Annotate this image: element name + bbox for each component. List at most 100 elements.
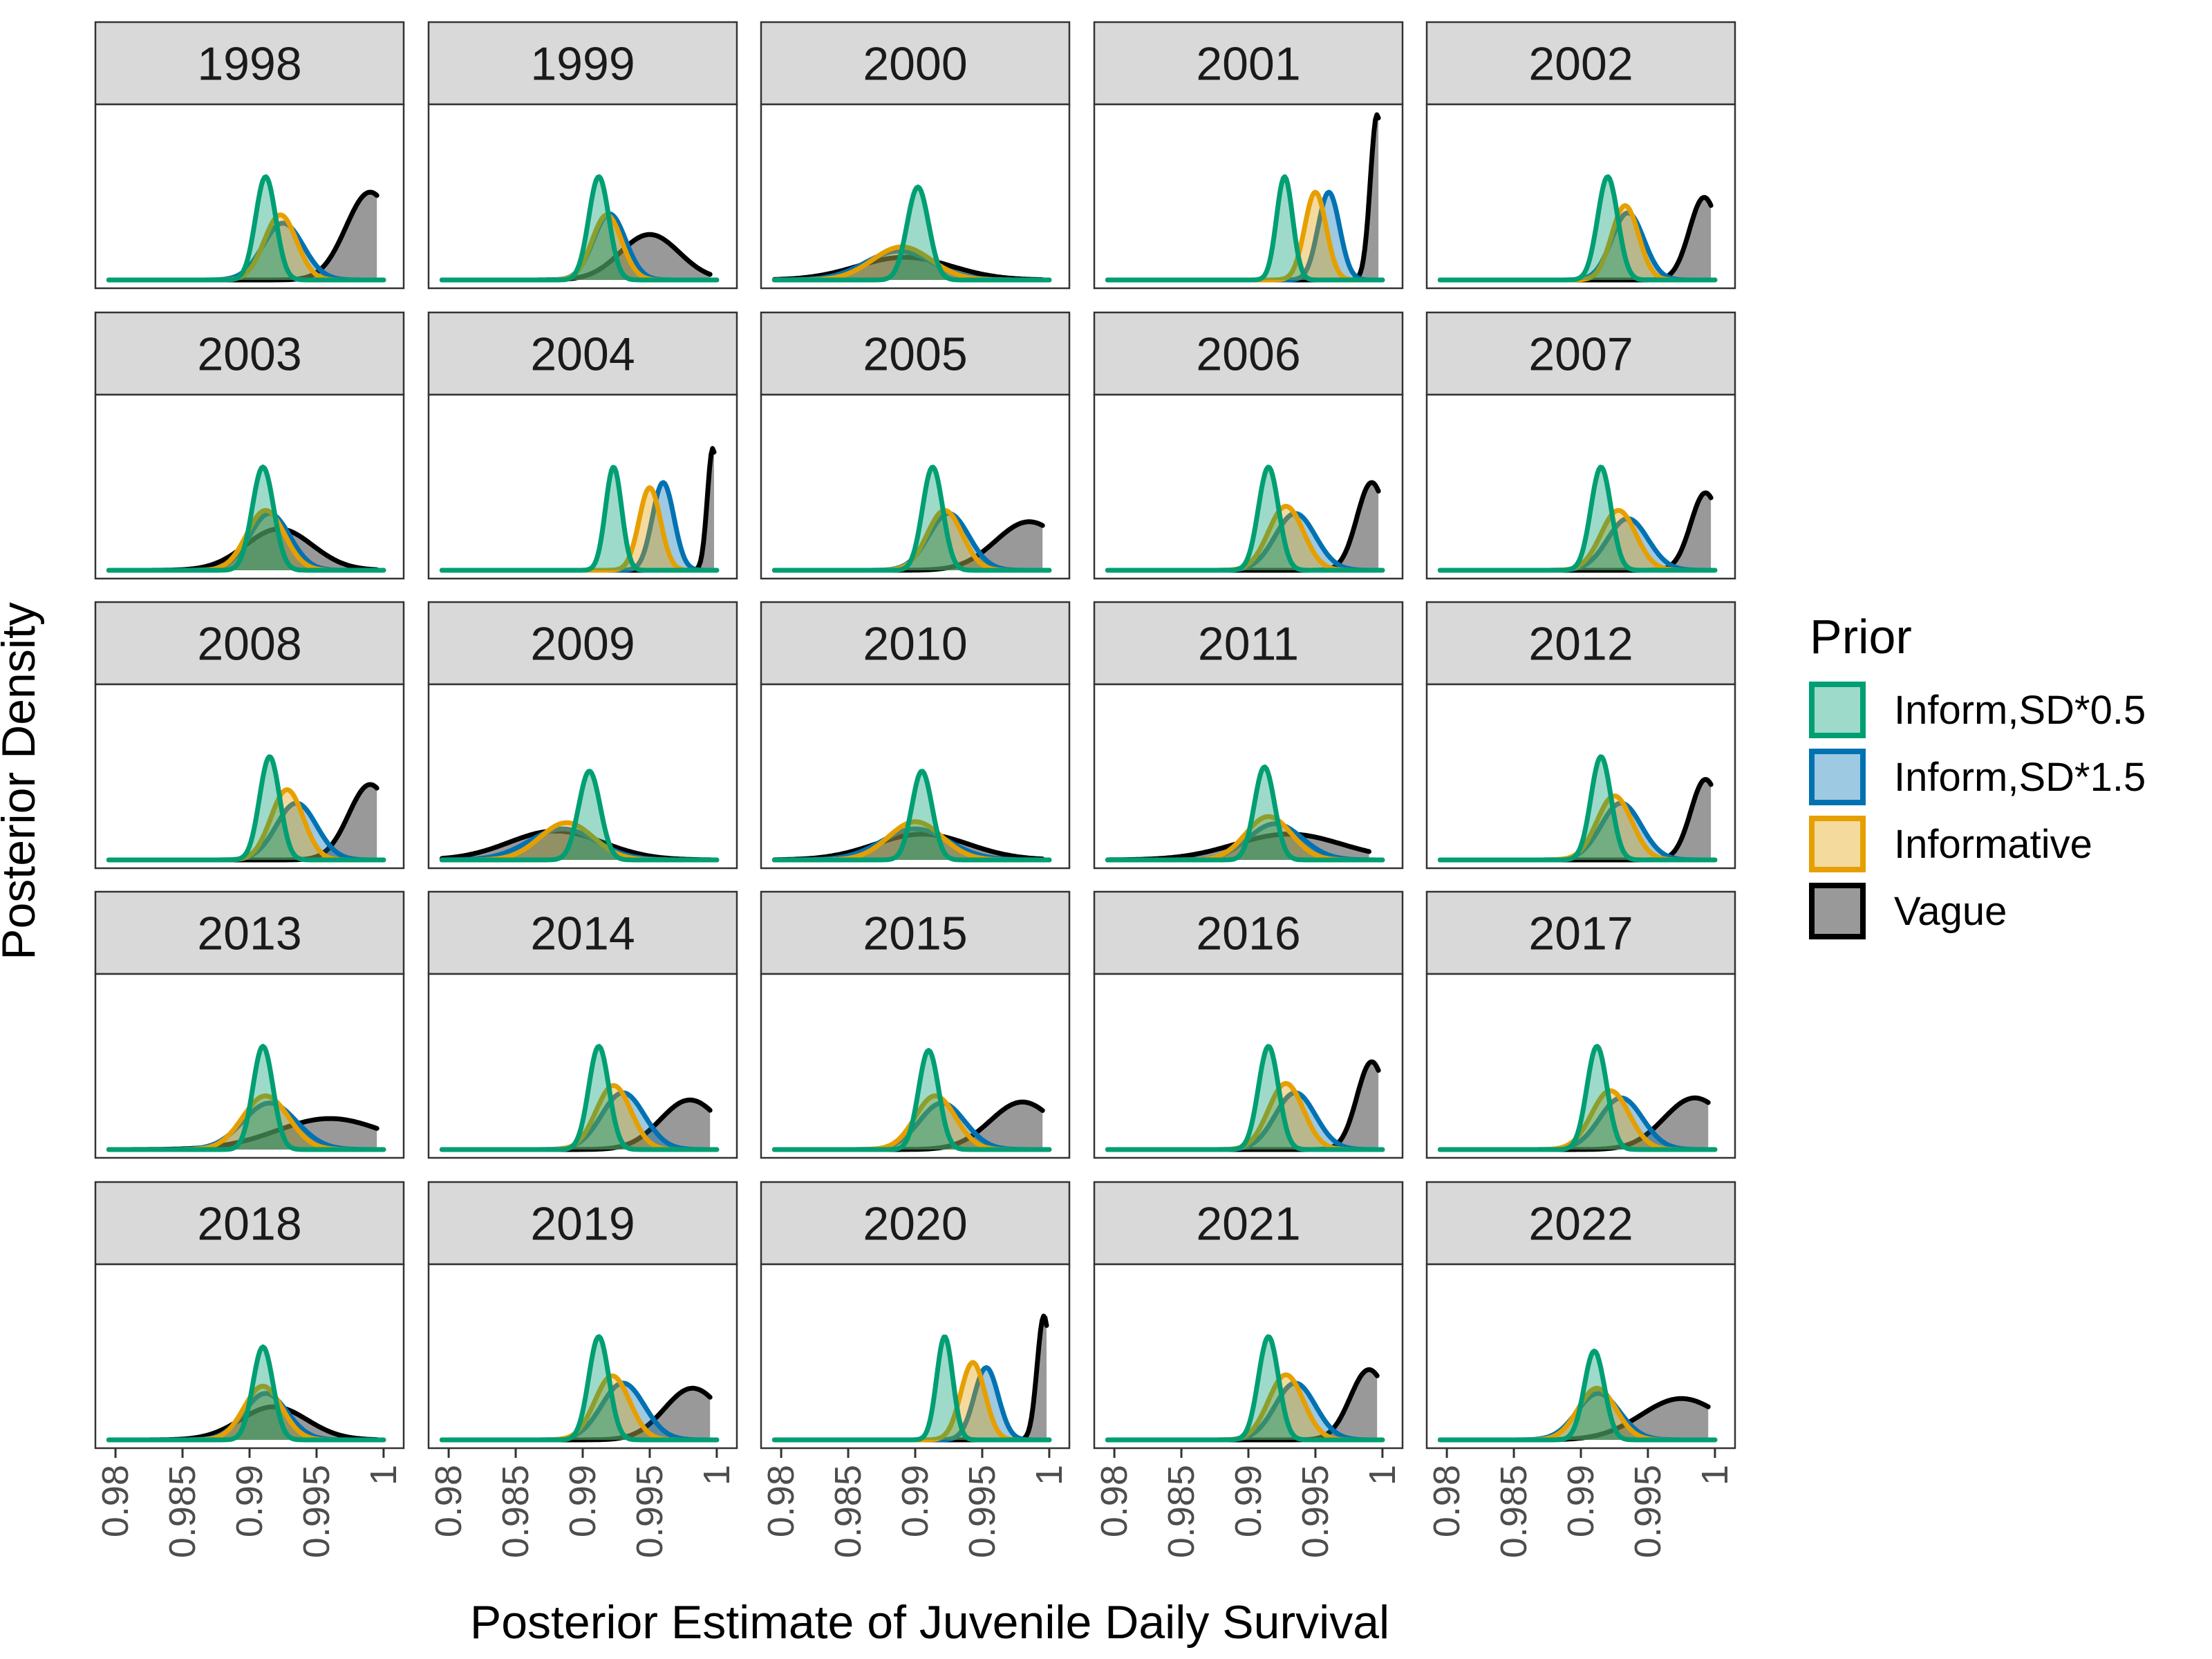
legend-item-Inform,SD*0.5: Inform,SD*0.5 bbox=[1809, 682, 2146, 738]
facet-label: 2006 bbox=[1196, 328, 1300, 381]
x-axis-2022: 0.98 0.985 0.99 0.995 1 bbox=[1426, 1448, 1736, 1558]
facet-label: 2013 bbox=[197, 908, 301, 960]
panel-2000: 2000 bbox=[760, 21, 1071, 290]
x-tick-label: 0.995 bbox=[296, 1465, 337, 1558]
panel-2004: 2004 bbox=[427, 311, 738, 580]
panel-2001: 2001 bbox=[1093, 21, 1404, 290]
facet-strip bbox=[760, 21, 1071, 106]
density-line-Inform,SD*0.5 bbox=[771, 769, 1052, 863]
panel-border bbox=[427, 393, 738, 580]
facet-label: 2000 bbox=[863, 38, 967, 91]
density-area-Vague bbox=[1107, 1369, 1378, 1440]
density-area-Inform,SD*0.5 bbox=[109, 467, 384, 570]
facet-label: 2010 bbox=[863, 618, 967, 671]
x-tick-label: 0.98 bbox=[760, 1465, 802, 1537]
facet-strip bbox=[94, 1181, 405, 1266]
panel-2012: 2012 bbox=[1425, 601, 1736, 870]
x-axis-2019: 0.98 0.985 0.99 0.995 1 bbox=[428, 1448, 738, 1558]
legend-swatch bbox=[1809, 883, 1866, 939]
x-tick-label: 0.99 bbox=[1560, 1465, 1602, 1537]
panel-2015: 2015 bbox=[760, 890, 1071, 1159]
x-tick-label: 0.985 bbox=[162, 1465, 203, 1558]
density-line-Inform,SD*0.5 bbox=[771, 1048, 1052, 1152]
density-area-Vague bbox=[1107, 482, 1379, 570]
plot-background bbox=[95, 684, 404, 868]
facet-label: 2007 bbox=[1528, 328, 1633, 381]
x-tick-label: 0.985 bbox=[1493, 1465, 1535, 1558]
panel-2010: 2010 bbox=[760, 601, 1071, 870]
x-tick-label: 0.98 bbox=[1426, 1465, 1468, 1537]
facet-strip bbox=[1093, 311, 1404, 396]
panel-2017: 2017 bbox=[1425, 890, 1736, 1159]
panel-2013: 2013 bbox=[94, 890, 405, 1159]
panel-2021: 2021 bbox=[1093, 1181, 1404, 1450]
x-axis-title: Posterior Estimate of Juvenile Daily Sur… bbox=[470, 1596, 1389, 1649]
panel-border bbox=[760, 973, 1071, 1159]
density-line-Inform,SD*0.5 bbox=[1105, 1044, 1385, 1152]
density-area-Vague bbox=[1440, 779, 1712, 860]
facet-strip bbox=[1425, 601, 1736, 686]
x-axes-layer: 0.98 0.985 0.99 0.995 1 0.98 0.985 0.99 0.995 1 0.… bbox=[95, 1448, 1736, 1558]
facet-label: 2015 bbox=[863, 908, 967, 960]
panel-1999: 1999 bbox=[427, 21, 738, 290]
panel-border bbox=[1093, 683, 1404, 870]
facet-label: 1999 bbox=[530, 38, 635, 91]
panel-border bbox=[94, 973, 405, 1159]
facet-strip bbox=[1093, 1181, 1404, 1266]
density-line-Inform,SD*0.5 bbox=[1437, 465, 1718, 573]
panels-layer: 1998 1999 2000 2001 2002 2003 2004 2005 2006 2007… bbox=[94, 21, 1736, 1450]
panel-border bbox=[1425, 103, 1736, 290]
x-tick-label: 0.985 bbox=[495, 1465, 536, 1558]
panel-2006: 2006 bbox=[1093, 311, 1404, 580]
panel-border bbox=[760, 393, 1071, 580]
density-area-Informative bbox=[1107, 192, 1382, 280]
facet-label: 2001 bbox=[1196, 38, 1300, 91]
facet-strip bbox=[1425, 21, 1736, 106]
facet-label: 1998 bbox=[197, 38, 301, 91]
plot-background bbox=[95, 395, 404, 579]
facet-label: 2011 bbox=[1198, 618, 1299, 671]
panel-border bbox=[1425, 973, 1736, 1159]
density-area-Inform,SD*0.5 bbox=[442, 771, 717, 860]
density-area-Inform,SD*1.5 bbox=[442, 482, 717, 570]
density-area-Inform,SD*1.5 bbox=[442, 1382, 717, 1440]
facet-label: 2004 bbox=[530, 328, 635, 381]
x-tick-label: 1 bbox=[1362, 1465, 1403, 1485]
density-line-Inform,SD*0.5 bbox=[439, 174, 720, 283]
x-axis-2020: 0.98 0.985 0.99 0.995 1 bbox=[760, 1448, 1070, 1558]
legend-item-Informative: Informative bbox=[1809, 816, 2092, 872]
facet-strip bbox=[427, 1181, 738, 1266]
density-line-Inform,SD*0.5 bbox=[106, 174, 386, 283]
legend-swatch bbox=[1809, 682, 1866, 738]
density-line-Inform,SD*0.5 bbox=[1437, 1044, 1718, 1152]
panel-2020: 2020 bbox=[760, 1181, 1071, 1450]
legend-swatch bbox=[1809, 749, 1866, 805]
panel-border bbox=[1425, 393, 1736, 580]
facet-label: 2017 bbox=[1528, 908, 1633, 960]
panel-2011: 2011 bbox=[1093, 601, 1404, 870]
facet-strip bbox=[427, 601, 738, 686]
y-axis-title: Posterior Density bbox=[0, 602, 45, 960]
panel-2003: 2003 bbox=[94, 311, 405, 580]
density-area-Vague bbox=[774, 1102, 1043, 1150]
density-area-Vague bbox=[1440, 197, 1712, 280]
panel-border bbox=[427, 103, 738, 290]
density-area-Inform,SD*1.5 bbox=[774, 1103, 1049, 1150]
panel-2002: 2002 bbox=[1425, 21, 1736, 290]
facet-label: 2019 bbox=[530, 1198, 635, 1250]
density-line-Inform,SD*0.5 bbox=[1105, 465, 1385, 573]
facet-label: 2022 bbox=[1528, 1198, 1633, 1250]
legend-swatch bbox=[1809, 816, 1866, 872]
facet-strip bbox=[1093, 21, 1404, 106]
panel-border bbox=[427, 683, 738, 870]
plot-background bbox=[1094, 1264, 1403, 1448]
panel-border bbox=[760, 103, 1071, 290]
facet-strip bbox=[94, 890, 405, 975]
x-tick-label: 0.98 bbox=[428, 1465, 469, 1537]
facet-strip bbox=[760, 601, 1071, 686]
panel-2016: 2016 bbox=[1093, 890, 1404, 1159]
density-area-Inform,SD*1.5 bbox=[1107, 192, 1382, 280]
x-tick-label: 0.985 bbox=[1161, 1465, 1202, 1558]
facet-strip bbox=[760, 890, 1071, 975]
